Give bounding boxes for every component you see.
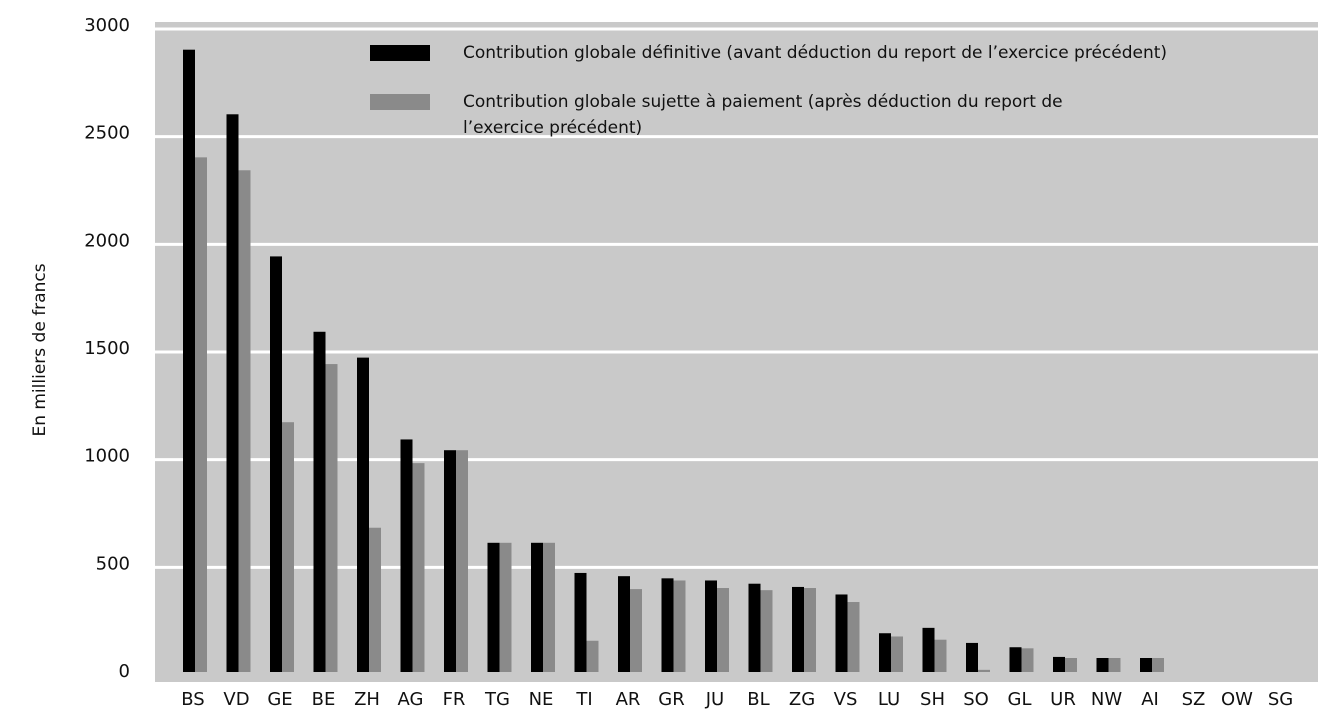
bar (369, 527, 381, 672)
bar (195, 157, 207, 672)
bar (313, 331, 326, 672)
legend-label: Contribution globale sujette à paiement … (463, 92, 1063, 138)
legend-swatch (370, 45, 430, 61)
bar (400, 439, 413, 672)
bar (183, 49, 195, 673)
bar (238, 170, 251, 673)
x-tick-label: AI (1141, 689, 1159, 710)
y-tick-label: 1000 (84, 446, 130, 467)
y-tick-label: 3000 (84, 15, 130, 36)
x-tick-label: ZG (789, 689, 815, 710)
bar (270, 256, 282, 672)
x-tick-label: SH (920, 689, 945, 710)
legend-line: l’exercice précédent) (463, 118, 642, 138)
y-axis-label: En milliers de francs (30, 263, 50, 436)
y-tick-label: 2500 (84, 123, 130, 144)
bar (357, 357, 369, 672)
bar (444, 450, 456, 672)
bar (543, 542, 555, 672)
bar (1152, 658, 1164, 672)
y-tick-label: 500 (96, 553, 130, 574)
bar (618, 576, 630, 672)
bar (891, 636, 903, 672)
bar (760, 590, 773, 672)
y-tick-label: 2000 (84, 230, 130, 251)
bar (978, 669, 990, 672)
x-tick-label: UR (1050, 689, 1076, 710)
bar (1009, 647, 1022, 672)
bar (456, 450, 468, 672)
bar (1053, 656, 1065, 672)
x-tick-label: SZ (1182, 689, 1206, 710)
x-tick-label: GE (267, 689, 292, 710)
bar (574, 572, 587, 672)
x-tick-label: GL (1008, 689, 1032, 710)
bar (282, 422, 294, 672)
x-tick-label: AG (398, 689, 424, 710)
bar (705, 580, 717, 672)
bar (1065, 658, 1077, 672)
bar (673, 580, 686, 672)
x-tick-label: LU (878, 689, 900, 710)
x-tick-label: OW (1221, 689, 1253, 710)
bar (325, 364, 338, 672)
bar (661, 578, 674, 672)
legend-swatch (370, 94, 430, 110)
x-tick-label: FR (443, 689, 466, 710)
x-tick-label: NE (529, 689, 554, 710)
legend-label: Contribution globale définitive (avant d… (463, 43, 1167, 63)
x-tick-label: TG (484, 689, 510, 710)
bar (835, 594, 848, 672)
bar (630, 589, 642, 672)
x-tick-label: VD (223, 689, 249, 710)
y-tick-label: 0 (119, 661, 130, 682)
x-tick-label: ZH (354, 689, 380, 710)
bar (226, 114, 239, 672)
bar (487, 542, 500, 672)
x-tick-label: TI (575, 689, 592, 710)
bar (748, 583, 761, 672)
bar (1096, 658, 1109, 672)
bar (717, 588, 729, 672)
bar (499, 542, 512, 672)
bar (586, 640, 599, 672)
bar (412, 463, 425, 672)
bar (922, 627, 935, 672)
x-tick-label: SG (1268, 689, 1293, 710)
x-tick-label: VS (834, 689, 858, 710)
x-tick-label: BS (181, 689, 204, 710)
bar (934, 639, 947, 672)
bar (1140, 658, 1152, 672)
x-tick-label: BL (747, 689, 769, 710)
bar (1021, 648, 1034, 672)
x-tick-label: SO (963, 689, 989, 710)
x-tick-label: GR (658, 689, 684, 710)
y-tick-label: 1500 (84, 338, 130, 359)
bar (792, 586, 804, 672)
bar (1108, 658, 1121, 672)
bar (531, 542, 543, 672)
bar (966, 642, 978, 672)
bar (847, 602, 860, 672)
legend-line: Contribution globale sujette à paiement … (463, 92, 1063, 112)
x-tick-label: NW (1091, 689, 1122, 710)
x-tick-label: AR (616, 689, 641, 710)
x-tick-label: BE (312, 689, 336, 710)
bar (804, 588, 816, 672)
x-tick-label: JU (705, 689, 724, 710)
bar (879, 633, 891, 672)
